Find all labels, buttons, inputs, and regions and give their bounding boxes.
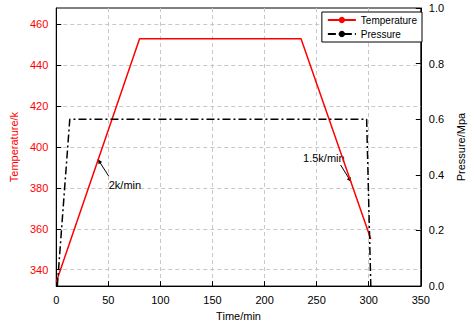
svg-text:0.8: 0.8 xyxy=(429,58,444,70)
svg-text:400: 400 xyxy=(30,141,48,153)
svg-text:100: 100 xyxy=(151,294,169,306)
svg-text:Temperature/k: Temperature/k xyxy=(8,111,20,182)
svg-text:0.0: 0.0 xyxy=(429,280,444,292)
svg-text:1.5k/min: 1.5k/min xyxy=(303,152,345,164)
svg-text:250: 250 xyxy=(307,294,325,306)
svg-text:350: 350 xyxy=(412,294,430,306)
svg-text:0.6: 0.6 xyxy=(429,113,444,125)
svg-text:1.0: 1.0 xyxy=(429,2,444,14)
svg-text:0.2: 0.2 xyxy=(429,224,444,236)
svg-text:Time/min: Time/min xyxy=(216,310,261,322)
svg-text:380: 380 xyxy=(30,182,48,194)
svg-text:Pressure/Mpa: Pressure/Mpa xyxy=(455,112,467,181)
svg-text:Pressure: Pressure xyxy=(361,29,401,40)
svg-text:440: 440 xyxy=(30,59,48,71)
svg-text:50: 50 xyxy=(102,294,114,306)
svg-text:0: 0 xyxy=(53,294,59,306)
svg-text:340: 340 xyxy=(30,264,48,276)
svg-text:150: 150 xyxy=(203,294,221,306)
svg-text:300: 300 xyxy=(360,294,378,306)
svg-text:2k/min: 2k/min xyxy=(109,179,141,191)
svg-text:360: 360 xyxy=(30,223,48,235)
svg-text:Temperature: Temperature xyxy=(361,15,418,26)
svg-text:0.4: 0.4 xyxy=(429,169,444,181)
svg-text:200: 200 xyxy=(255,294,273,306)
svg-text:460: 460 xyxy=(30,18,48,30)
svg-text:420: 420 xyxy=(30,100,48,112)
